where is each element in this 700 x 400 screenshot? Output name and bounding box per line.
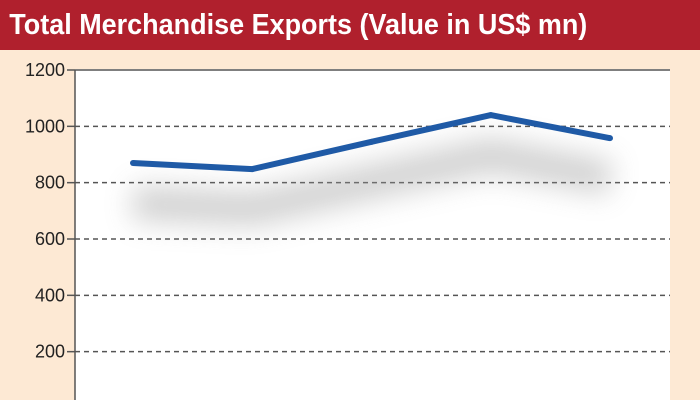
series-0-shadow [132,138,614,227]
y-tick-label-800: 800 [35,173,65,193]
y-tick-label-1000: 1000 [25,116,65,136]
chart-title-bar: Total Merchandise Exports (Value in US$ … [0,0,700,50]
y-tick-label-1200: 1200 [25,60,65,80]
series-shadow [132,138,614,227]
y-tick-label-200: 200 [35,342,65,362]
chart-title: Total Merchandise Exports (Value in US$ … [9,8,588,41]
series-0-point-2 [368,138,375,145]
series-0-point-4 [607,135,613,142]
y-tick-label-400: 400 [35,285,65,305]
y-tick-label-0: 0 [55,398,65,400]
grid-lines [75,69,670,353]
series-layer [130,112,613,173]
y-tick-label-600: 600 [35,229,65,249]
series-0-point-0 [130,159,136,166]
series-0-point-1 [249,166,256,173]
series-0-point-3 [487,112,494,119]
plot-area [75,69,670,400]
y-axis: 0 200 400 600 800 1000 1200 [25,60,76,400]
